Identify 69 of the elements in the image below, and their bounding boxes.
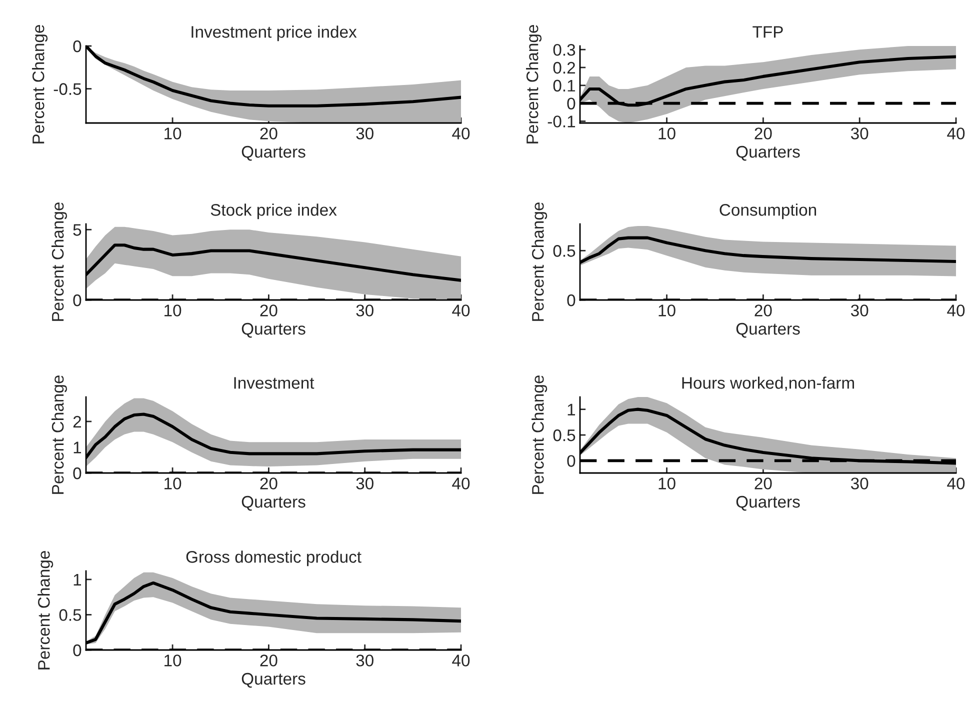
y-tick-label: 0.5 <box>553 245 576 257</box>
y-axis-title: Percent Change <box>51 376 68 494</box>
y-axis-title: Percent Change <box>51 202 68 321</box>
x-tick-label: 40 <box>947 128 965 140</box>
x-tick-label: 30 <box>850 304 868 316</box>
y-axis-title: Percent Change <box>38 551 54 670</box>
x-tick-label: 10 <box>658 128 676 140</box>
chart-title: Hours worked,non-farm <box>682 376 854 391</box>
x-axis-title: Quarters <box>242 672 306 688</box>
x-tick-label: 40 <box>452 128 470 140</box>
x-tick-label: 20 <box>754 478 772 490</box>
y-tick-label: -0.5 <box>54 83 82 95</box>
chart-title: Consumption <box>720 204 816 220</box>
y-tick-label: 0 <box>73 644 82 656</box>
y-tick-label: 0 <box>567 98 576 110</box>
y-tick-label: 5 <box>73 224 82 236</box>
x-axis-title: Quarters <box>242 496 306 511</box>
chart-title: Gross domestic product <box>186 550 362 566</box>
y-tick-label: 0.5 <box>553 429 576 442</box>
y-tick-label: 0.3 <box>553 44 576 56</box>
chart-title: Investment price index <box>192 26 357 42</box>
y-tick-label: 0.5 <box>59 609 82 621</box>
x-tick-label: 10 <box>164 478 182 490</box>
x-axis-title: Quarters <box>242 146 306 161</box>
y-tick-label: 0 <box>73 40 82 52</box>
y-tick-label: 1 <box>74 442 82 454</box>
y-axis-title: Percent Change <box>526 25 542 144</box>
x-tick-label: 20 <box>260 478 278 490</box>
y-tick-label: 0.2 <box>553 62 575 74</box>
x-tick-label: 40 <box>947 304 965 316</box>
x-tick-label: 30 <box>850 478 868 490</box>
x-tick-label: 30 <box>356 304 374 316</box>
y-tick-label: 1 <box>74 574 82 586</box>
y-tick-label: -0.1 <box>548 116 576 128</box>
chart-title: Investment <box>234 377 314 389</box>
x-tick-label: 40 <box>947 478 965 490</box>
x-tick-label: 10 <box>658 304 676 316</box>
chart-title: Stock price index <box>210 204 337 220</box>
x-tick-label: 10 <box>164 128 182 140</box>
y-tick-label: 0 <box>567 294 576 306</box>
x-tick-label: 20 <box>260 128 278 140</box>
y-axis-title: Percent Change <box>532 202 548 321</box>
x-axis-title: Quarters <box>242 322 306 338</box>
x-tick-label: 20 <box>754 304 772 316</box>
y-tick-label: 0.1 <box>553 80 576 92</box>
chart-title: TFP <box>752 26 783 38</box>
y-tick-label: 0 <box>73 294 82 306</box>
x-tick-label: 30 <box>356 478 374 490</box>
x-tick-label: 30 <box>356 654 374 666</box>
x-tick-label: 30 <box>850 128 868 140</box>
x-tick-label: 10 <box>658 478 676 490</box>
x-tick-label: 20 <box>260 304 278 316</box>
x-tick-label: 10 <box>164 304 182 316</box>
x-tick-label: 40 <box>452 654 470 666</box>
x-tick-label: 40 <box>452 304 470 316</box>
y-tick-label: 2 <box>73 416 81 428</box>
x-tick-label: 40 <box>452 478 470 490</box>
x-axis-title: Quarters <box>736 496 800 511</box>
x-tick-label: 30 <box>356 128 374 140</box>
x-tick-label: 10 <box>164 654 182 666</box>
x-tick-label: 20 <box>260 654 278 666</box>
y-tick-label: 1 <box>568 404 576 416</box>
y-tick-label: 0 <box>567 455 576 467</box>
y-axis-title: Percent Change <box>532 376 548 494</box>
y-tick-label: 0 <box>73 467 82 480</box>
x-axis-title: Quarters <box>736 146 800 161</box>
y-axis-title: Percent Change <box>32 25 48 144</box>
x-tick-label: 20 <box>754 128 772 140</box>
x-axis-title: Quarters <box>736 322 800 338</box>
